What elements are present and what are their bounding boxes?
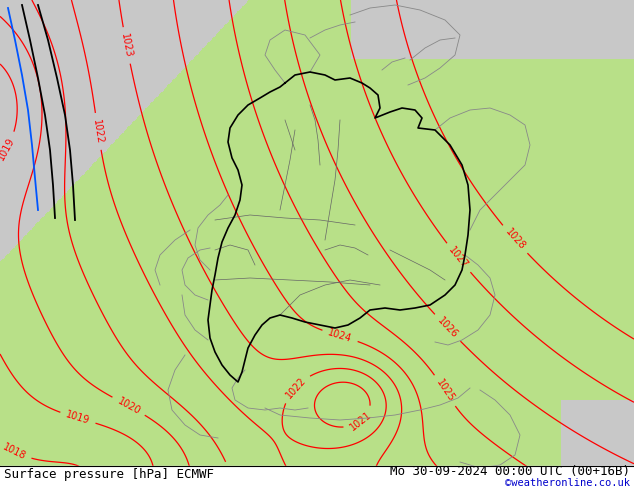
Text: 1022: 1022 [91,119,105,145]
Text: 1019: 1019 [0,135,17,162]
Text: 1018: 1018 [1,441,27,462]
Text: 1023: 1023 [119,32,134,58]
Text: 1025: 1025 [434,378,456,404]
Text: 1028: 1028 [503,227,527,252]
Text: 1026: 1026 [436,316,460,340]
Text: 1020: 1020 [115,396,142,416]
Text: 1021: 1021 [348,410,373,433]
Text: 1021: 1021 [224,466,242,490]
Text: 1027: 1027 [447,245,470,270]
Bar [0,466,634,490]
Text: 1022: 1022 [283,375,307,400]
Text: ©weatheronline.co.uk: ©weatheronline.co.uk [505,478,630,488]
Text: Surface pressure [hPa] ECMWF: Surface pressure [hPa] ECMWF [4,467,214,481]
Text: 1024: 1024 [327,327,353,344]
Text: Mo 30-09-2024 00:00 UTC (00+16B): Mo 30-09-2024 00:00 UTC (00+16B) [390,465,630,477]
Text: 1019: 1019 [65,410,91,426]
